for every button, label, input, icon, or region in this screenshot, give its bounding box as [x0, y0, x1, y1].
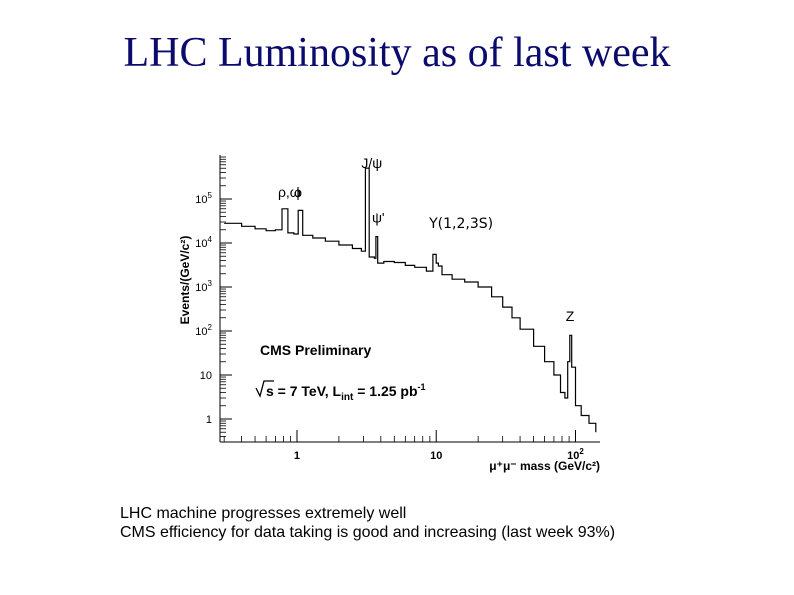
peak-label: ρ,ω: [278, 184, 301, 200]
lumi-value: = 1.25 pb: [353, 383, 417, 399]
ticks: 1 10 102 103 104 105 1 10 102: [195, 156, 584, 462]
caption-line-2: CMS efficiency for data taking is good a…: [120, 524, 616, 541]
peak-label: Z: [566, 308, 575, 324]
chart-svg: 1 10 102 103 104 105 1 10 102 ρ,ωϕ J/ψ ψ' Υ(1,2,3S)…: [178, 155, 600, 473]
series-line: [224, 167, 597, 433]
energy-lumi-label: s = 7 TeV, Lint = 1.25 pb-1: [255, 380, 426, 403]
x-axis-label: μ⁺μ⁻ mass (GeV/c²): [489, 459, 600, 473]
x-tick-label: 102: [567, 447, 584, 462]
y-tick-label: 1: [206, 414, 212, 426]
peak-label: J/ψ: [361, 155, 382, 171]
lumi-exponent: -1: [418, 382, 426, 392]
chart: 1 10 102 103 104 105 1 10 102 ρ,ω ϕ J/ψ ψ' Υ(1,2,3S)…: [170, 145, 620, 480]
y-tick-label: 103: [195, 279, 212, 294]
caption-line-1: LHC machine progresses extremely well: [120, 505, 407, 522]
lumi-subscript: int: [341, 392, 354, 403]
y-tick-label: 10: [200, 370, 212, 382]
y-tick-label: 104: [195, 235, 212, 250]
experiment-label: CMS Preliminary: [260, 342, 371, 358]
svg-text:s = 7 TeV, Lint = 1.25 pb-1: s = 7 TeV, Lint = 1.25 pb-1: [266, 382, 426, 403]
peak-annotations: ρ,ωϕ J/ψ ψ' Υ(1,2,3S) Z: [278, 155, 575, 324]
y-tick-label: 105: [195, 191, 212, 206]
slide-title: LHC Luminosity as of last week: [123, 30, 671, 76]
peak-label: Υ(1,2,3S): [428, 216, 493, 232]
x-tick-label: 1: [294, 450, 300, 462]
x-tick-label: 10: [430, 450, 442, 462]
sqrt-sign: [255, 380, 274, 398]
y-tick-label: 102: [195, 323, 212, 338]
energy-text: s = 7 TeV, L: [266, 383, 342, 399]
peak-label: ψ': [372, 210, 385, 226]
y-axis-label: Events/(GeV/c²): [178, 236, 192, 325]
peak-label: ϕ: [294, 184, 302, 200]
